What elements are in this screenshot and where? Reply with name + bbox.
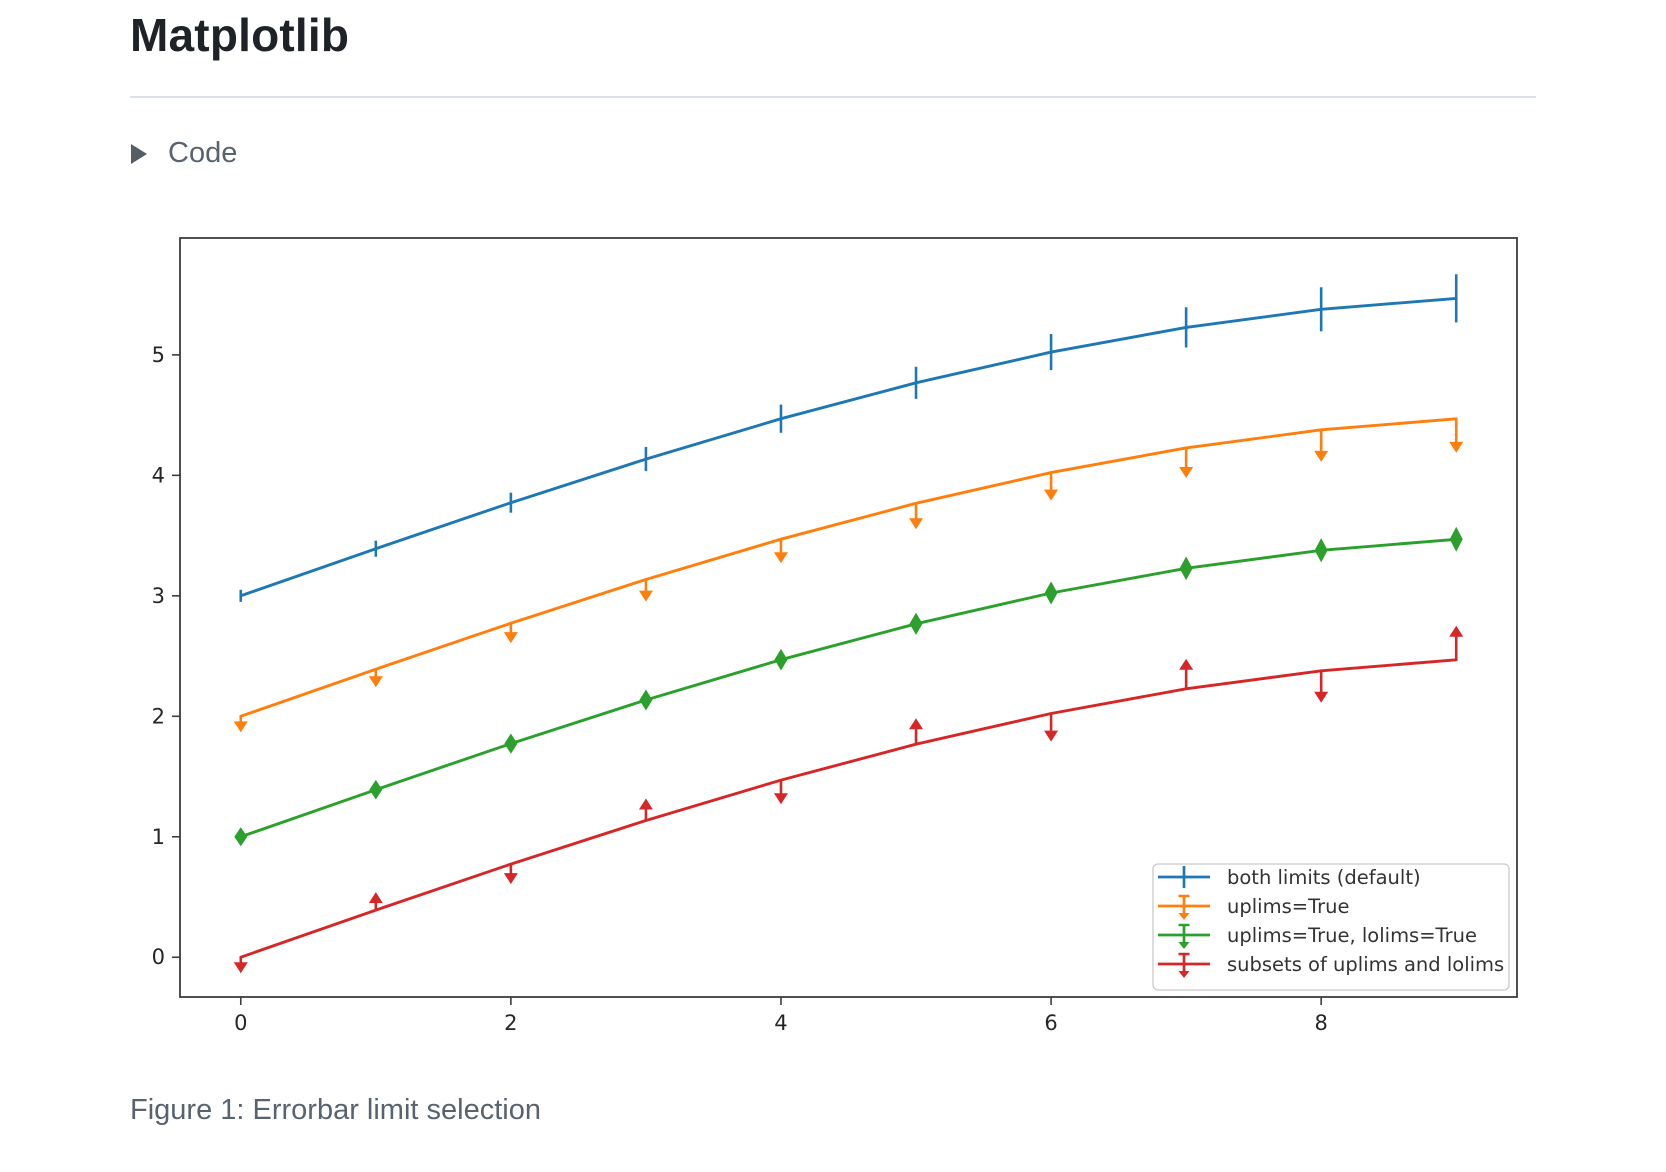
errorbar-chart: 0 2 4 6 8 0 1 2 3 4 5 both limits (default) uplims=T… — [152, 237, 1518, 1035]
figure: 0 2 4 6 8 0 1 2 3 4 5 both limits (default) uplims=T… — [130, 200, 1554, 1045]
y-tick-label: 0 — [152, 945, 165, 969]
x-tick-label: 8 — [1314, 1011, 1327, 1035]
legend-item-3: subsets of uplims and lolims — [1158, 952, 1504, 978]
legend-label: subsets of uplims and lolims — [1227, 953, 1504, 976]
axes: 0 2 4 6 8 0 1 2 3 4 5 — [152, 237, 1518, 1035]
triangle-right-icon — [131, 143, 147, 164]
code-toggle-label: Code — [168, 137, 238, 169]
legend-label: uplims=True — [1227, 895, 1349, 918]
y-tick-label: 3 — [152, 584, 165, 608]
page-title: Matplotlib — [130, 9, 350, 61]
code-toggle[interactable]: Code — [131, 137, 237, 170]
legend-item-2: uplims=True, lolims=True — [1158, 923, 1477, 949]
legend-item-0: both limits (default) — [1158, 866, 1421, 889]
y-tick-label: 4 — [152, 463, 165, 487]
series-0 — [239, 274, 1458, 602]
y-tick-label: 1 — [152, 825, 165, 849]
x-tick-label: 4 — [774, 1011, 787, 1035]
series-3 — [233, 625, 1464, 974]
x-tick-label: 2 — [504, 1011, 517, 1035]
legend: both limits (default) uplims=True uplims=T… — [1152, 863, 1510, 991]
x-tick-label: 6 — [1044, 1011, 1057, 1035]
legend-item-1: uplims=True — [1158, 894, 1349, 920]
title-divider — [130, 96, 1536, 98]
x-tick-label: 0 — [234, 1011, 247, 1035]
series-1 — [233, 417, 1464, 733]
y-tick-label: 2 — [152, 704, 165, 728]
series-2 — [234, 526, 1463, 847]
legend-label: both limits (default) — [1227, 866, 1421, 889]
figure-caption: Figure 1: Errorbar limit selection — [130, 1094, 541, 1126]
y-tick-label: 5 — [152, 343, 165, 367]
legend-label: uplims=True, lolims=True — [1227, 924, 1477, 947]
